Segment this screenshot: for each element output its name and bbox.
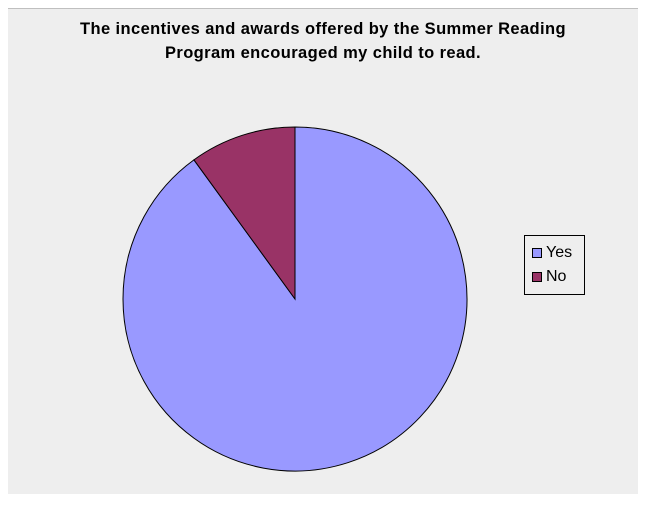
legend-item-yes: Yes	[525, 241, 584, 265]
pie-slice-yes	[122, 126, 468, 472]
chart-title: The incentives and awards offered by the…	[0, 17, 646, 65]
legend-swatch-yes	[532, 248, 542, 258]
pie-slice-no	[193, 126, 296, 301]
legend-label-no: No	[546, 268, 567, 285]
chart-legend: Yes No	[524, 235, 585, 295]
legend-item-no: No	[525, 265, 584, 289]
legend-label-yes: Yes	[546, 244, 573, 261]
chart-title-line-1: The incentives and awards offered by the…	[80, 20, 566, 38]
legend-swatch-no	[532, 272, 542, 282]
chart-title-line-2: Program encouraged my child to read.	[164, 44, 482, 62]
